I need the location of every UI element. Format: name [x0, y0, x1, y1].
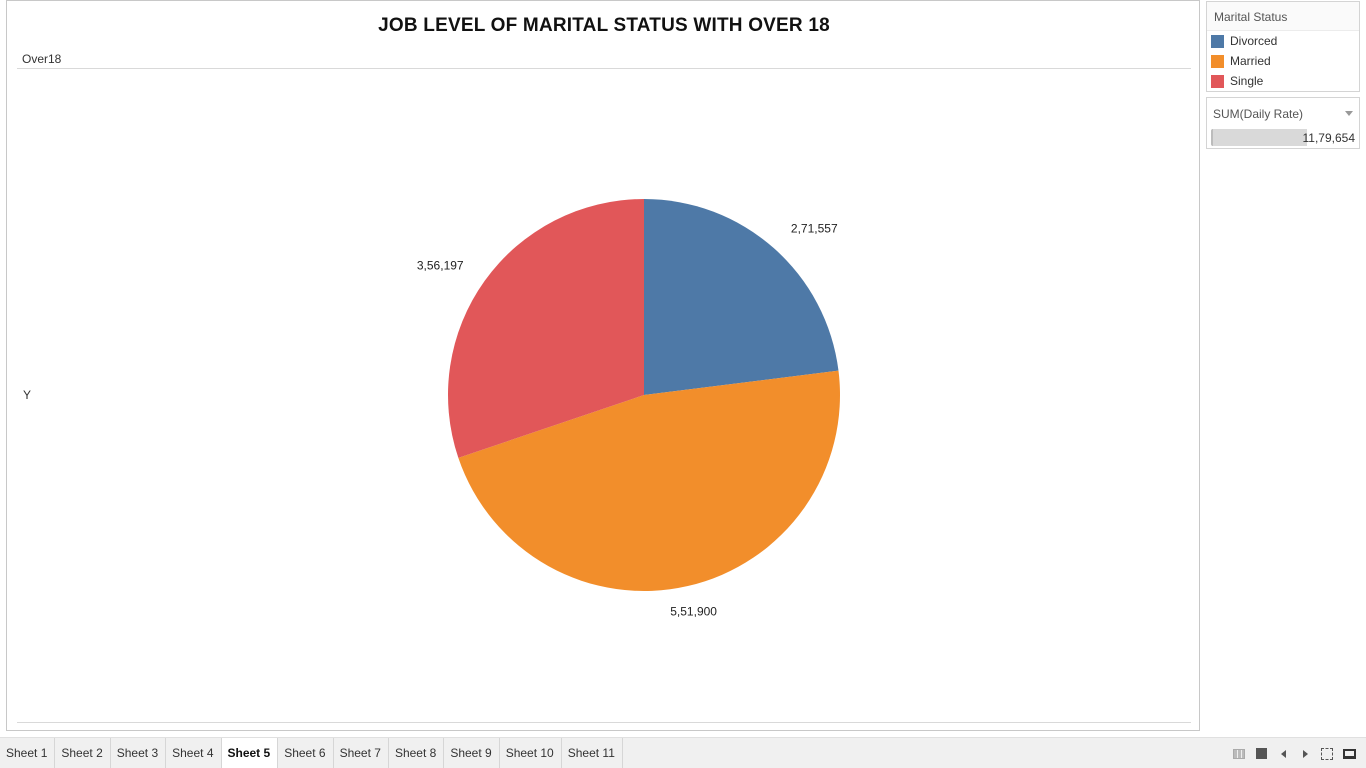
tab-sheet-5[interactable]: Sheet 5	[221, 738, 279, 768]
sheet-navigation	[1228, 738, 1360, 768]
tab-sheet-9[interactable]: Sheet 9	[444, 738, 500, 768]
legend-item-divorced[interactable]: Divorced	[1207, 31, 1359, 51]
legend-label: Divorced	[1230, 34, 1278, 48]
tab-sheet-1[interactable]: Sheet 1	[0, 738, 56, 768]
data-label-married: 5,51,900	[670, 604, 717, 618]
pie-slice-divorced[interactable]	[644, 199, 839, 395]
tab-sheet-2[interactable]: Sheet 2	[55, 738, 111, 768]
tab-sheet-7[interactable]: Sheet 7	[334, 738, 389, 768]
legend-label: Married	[1230, 54, 1271, 68]
show-filmstrip-icon[interactable]	[1250, 738, 1272, 768]
data-label-divorced: 2,71,557	[791, 222, 838, 236]
tab-sheet-6[interactable]: Sheet 6	[278, 738, 334, 768]
row-header-y: Y	[23, 388, 32, 402]
bottom-divider	[17, 722, 1191, 723]
tab-sheet-8[interactable]: Sheet 8	[389, 738, 445, 768]
chevron-down-icon[interactable]	[1345, 111, 1353, 116]
pie-slice-married[interactable]	[458, 370, 840, 591]
legend-swatch-divorced	[1211, 34, 1224, 48]
sheet-tabs: Sheet 1 Sheet 2 Sheet 3 Sheet 4 Sheet 5 …	[0, 738, 623, 768]
tab-sheet-10[interactable]: Sheet 10	[500, 738, 562, 768]
legend-item-married[interactable]: Married	[1207, 51, 1359, 71]
size-legend-value: 11,79,654	[1302, 131, 1356, 145]
sheet-tab-bar: Sheet 1 Sheet 2 Sheet 3 Sheet 4 Sheet 5 …	[0, 737, 1366, 768]
color-legend: Marital Status Divorced Married Single	[1206, 1, 1360, 92]
legend-swatch-single	[1211, 74, 1224, 88]
data-label-single: 3,56,197	[417, 259, 464, 273]
size-legend-bar	[1211, 129, 1307, 146]
previous-sheet-icon[interactable]	[1272, 738, 1294, 768]
pie-chart[interactable]: 2,71,557 5,51,900 3,56,197	[7, 1, 1201, 732]
show-sheet-sorter-icon[interactable]	[1228, 738, 1250, 768]
legend-swatch-married	[1211, 54, 1224, 68]
tab-sheet-4[interactable]: Sheet 4	[166, 738, 222, 768]
legend-title: Marital Status	[1207, 2, 1359, 31]
tab-sheet-3[interactable]: Sheet 3	[111, 738, 167, 768]
next-sheet-icon[interactable]	[1294, 738, 1316, 768]
presentation-mode-icon[interactable]	[1338, 738, 1360, 768]
size-legend-title: SUM(Daily Rate)	[1213, 107, 1304, 121]
size-legend: SUM(Daily Rate) 11,79,654	[1206, 97, 1360, 149]
chart-title: JOB LEVEL OF MARITAL STATUS WITH OVER 18	[378, 15, 830, 36]
column-header-over18: Over18	[22, 52, 62, 66]
full-screen-icon[interactable]	[1316, 738, 1338, 768]
legend-label: Single	[1230, 74, 1264, 88]
legend-item-single[interactable]: Single	[1207, 71, 1359, 91]
tab-sheet-11[interactable]: Sheet 11	[562, 738, 623, 768]
worksheet-view: JOB LEVEL OF MARITAL STATUS WITH OVER 18…	[6, 0, 1200, 731]
header-divider	[17, 68, 1191, 69]
pie-slice-single[interactable]	[448, 199, 644, 458]
